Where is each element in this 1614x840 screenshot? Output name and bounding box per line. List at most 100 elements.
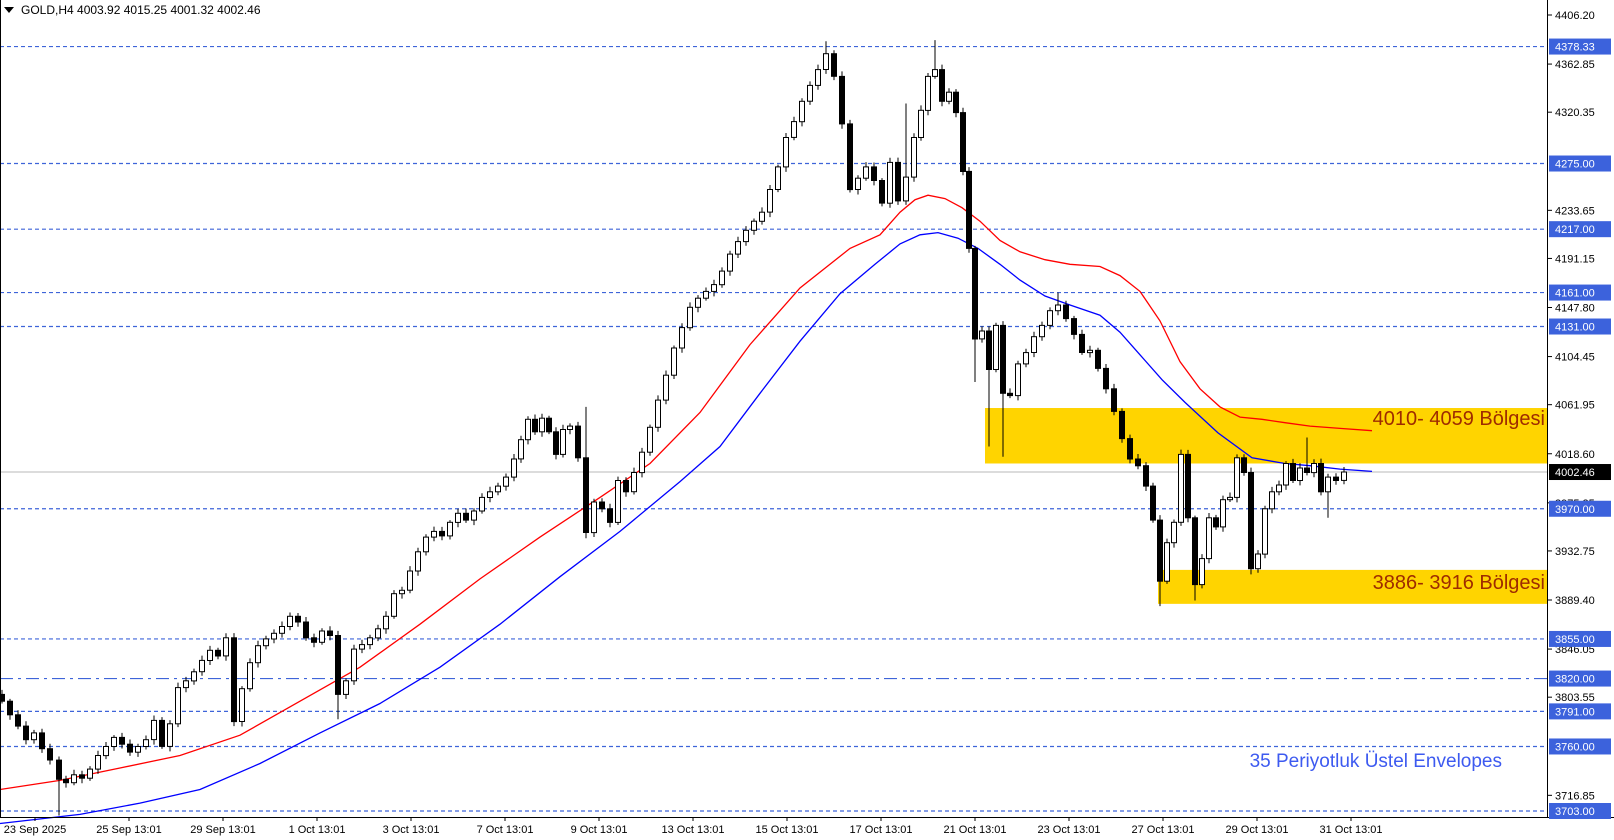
candle-bullish xyxy=(1087,349,1093,354)
candle-bullish xyxy=(1199,558,1205,586)
envelopes-annotation: 35 Periyotluk Üstel Envelopes xyxy=(1249,751,1502,772)
demand-zone-label[interactable]: 3886- 3916 Bölgesi xyxy=(1372,572,1545,594)
candle-bullish xyxy=(399,589,405,595)
candle-bullish xyxy=(518,439,524,460)
candle-bearish xyxy=(895,161,901,202)
time-axis-label: 3 Oct 13:01 xyxy=(383,824,440,836)
time-axis-label: 17 Oct 13:01 xyxy=(850,824,913,836)
candle-bearish xyxy=(1007,392,1013,397)
candle-bullish xyxy=(1039,324,1045,338)
price-level-box-label: 4217.00 xyxy=(1555,224,1595,236)
candle-bearish xyxy=(79,774,85,779)
candle-bullish xyxy=(655,399,661,428)
time-axis-label: 27 Oct 13:01 xyxy=(1132,824,1195,836)
candle-bearish xyxy=(1119,410,1125,440)
candle-bearish xyxy=(303,621,309,639)
candle-bearish xyxy=(623,480,629,493)
candle-bullish xyxy=(1276,484,1282,493)
price-axis-label: 3889.40 xyxy=(1555,595,1595,607)
candle-bearish xyxy=(39,732,45,750)
candle-bearish xyxy=(553,431,559,455)
candle-bearish xyxy=(1333,476,1339,482)
price-level-box-label: 4161.00 xyxy=(1555,288,1595,300)
candle-bullish xyxy=(1341,471,1347,481)
candle-bullish xyxy=(1262,508,1268,555)
price-axis-label: 3716.85 xyxy=(1555,790,1595,802)
candle-bullish xyxy=(679,327,685,349)
candle-bullish xyxy=(539,417,545,433)
candle-bearish xyxy=(1192,517,1198,586)
candle-bullish xyxy=(447,521,453,537)
time-axis-label: 15 Oct 13:01 xyxy=(756,824,819,836)
price-level-box-label: 3703.00 xyxy=(1555,806,1595,818)
candle-bearish xyxy=(127,743,133,753)
price-level-box xyxy=(1549,803,1611,819)
supply-zone-label[interactable]: 4010- 4059 Bölgesi xyxy=(1372,408,1545,430)
candle-bullish xyxy=(591,501,597,534)
candle-bullish xyxy=(639,451,645,474)
candle-bearish xyxy=(1103,367,1109,390)
demand-zone[interactable] xyxy=(1158,569,1547,604)
time-axis-label: 29 Sep 13:01 xyxy=(190,824,255,836)
candle-bullish xyxy=(1325,476,1331,493)
candle-bearish xyxy=(1213,517,1219,528)
candle-bullish xyxy=(487,491,493,498)
time-axis-label: 21 Oct 13:01 xyxy=(944,824,1007,836)
candle-bullish xyxy=(759,211,765,222)
candle-bearish xyxy=(960,112,966,172)
candle-bullish xyxy=(993,324,999,370)
candle-bullish xyxy=(1311,463,1317,474)
candle-bearish xyxy=(1248,472,1254,570)
candle-bullish xyxy=(1171,521,1177,544)
candle-bullish xyxy=(799,100,805,123)
candle-bullish xyxy=(31,732,37,741)
candle-bullish xyxy=(663,374,669,401)
time-axis-label: 1 Oct 13:01 xyxy=(289,824,346,836)
candle-bullish xyxy=(423,536,429,553)
price-level-box-label: 4378.33 xyxy=(1555,42,1595,54)
candles-group xyxy=(0,40,1347,816)
candle-bullish xyxy=(1031,336,1037,354)
candle-bearish xyxy=(1127,438,1133,460)
candle-bullish xyxy=(1164,542,1170,582)
candle-bearish xyxy=(879,180,885,204)
candle-bullish xyxy=(979,330,985,340)
candle-bullish xyxy=(791,121,797,138)
candle-bullish xyxy=(743,229,749,243)
price-axis-label: 3932.75 xyxy=(1555,546,1595,558)
price-axis-label: 4147.80 xyxy=(1555,303,1595,315)
price-axis-label: 4320.35 xyxy=(1555,107,1595,119)
supply-zone[interactable] xyxy=(985,408,1547,464)
candle-bullish xyxy=(855,177,861,190)
candle-bullish xyxy=(167,723,173,747)
price-level-box xyxy=(1549,155,1611,172)
candle-bearish xyxy=(1071,318,1077,335)
candle-bearish xyxy=(439,530,445,537)
candle-bullish xyxy=(631,472,637,493)
candle-bullish xyxy=(495,485,501,493)
candle-bullish xyxy=(223,637,229,657)
candle-bullish xyxy=(431,530,437,538)
candle-bearish xyxy=(295,615,301,623)
candle-bullish xyxy=(479,496,485,512)
candle-bearish xyxy=(599,501,605,510)
candle-bullish xyxy=(903,176,909,202)
candle-bullish xyxy=(1023,352,1029,365)
candle-bullish xyxy=(783,137,789,168)
candle-bearish xyxy=(327,630,333,636)
candle-bullish xyxy=(1283,463,1289,486)
candle-bearish xyxy=(463,512,469,521)
price-axis-label: 4406.20 xyxy=(1555,10,1595,22)
time-axis-label: 31 Oct 13:01 xyxy=(1320,824,1383,836)
current-price-box xyxy=(1549,464,1611,481)
candle-bearish xyxy=(1157,519,1163,582)
symbol-dropdown-icon[interactable] xyxy=(4,7,14,13)
candle-bearish xyxy=(871,166,877,181)
candle-bullish xyxy=(695,297,701,308)
candle-bullish xyxy=(823,53,829,71)
candle-bullish xyxy=(87,768,93,779)
candle-bullish xyxy=(735,241,741,255)
candle-bullish xyxy=(135,746,141,753)
time-axis-label: 23 Sep 2025 xyxy=(4,824,66,836)
